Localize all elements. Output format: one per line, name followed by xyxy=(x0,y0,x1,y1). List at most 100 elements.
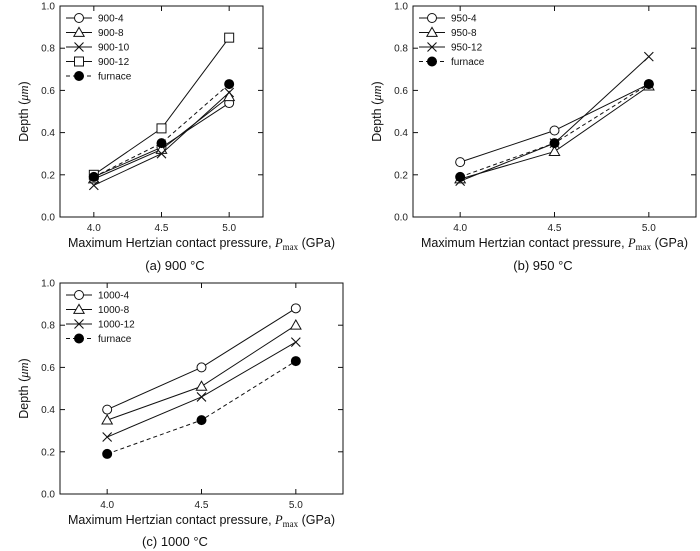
legend-marker xyxy=(72,26,86,37)
y-tick-label: 0.2 xyxy=(41,447,55,458)
series-900-10 xyxy=(88,87,235,191)
data-point xyxy=(290,337,301,347)
data-point xyxy=(156,148,167,159)
x-tick-label: 4.0 xyxy=(87,223,101,234)
data-point xyxy=(455,171,466,182)
legend-label: 950-8 xyxy=(451,28,477,39)
chart-panel-b: 0.0 0.2 0.4 0.6 0.8 1.0 4.0 4.5 5.0 Depth (μm) Max… xyxy=(370,2,697,273)
legend-marker xyxy=(74,56,84,67)
x-axis-label: Maximum Hertzian contact pressure, Pmax … xyxy=(421,236,688,252)
legend-label: 1000-4 xyxy=(98,291,130,302)
y-tick-label: 1.0 xyxy=(394,2,408,13)
legend-marker xyxy=(74,319,84,329)
series-furnace xyxy=(88,79,235,182)
y-tick-label: 1.0 xyxy=(41,2,55,13)
y-tick-label: 0.2 xyxy=(394,170,408,181)
legend-label: furnace xyxy=(98,72,132,83)
y-tick-label: 0.4 xyxy=(41,405,55,416)
data-point xyxy=(549,125,560,136)
legend-marker xyxy=(74,71,84,81)
legend: 950-4 950-8 950-12 furnace xyxy=(419,13,485,68)
data-point xyxy=(224,32,235,43)
data-point xyxy=(290,356,301,367)
data-point xyxy=(455,157,466,168)
y-tick-label: 0.8 xyxy=(41,44,55,55)
y-tick-label: 0.0 xyxy=(41,490,55,501)
legend: 900-4 900-8 900-10 900-12 furnace xyxy=(66,13,132,83)
legend-marker xyxy=(427,13,437,23)
y-tick-label: 0.2 xyxy=(41,170,55,181)
data-point xyxy=(88,171,99,182)
series-line xyxy=(93,83,230,178)
x-tick-label: 4.5 xyxy=(195,500,209,511)
panel-caption: (b) 950 °C xyxy=(513,258,572,273)
legend-marker xyxy=(72,303,86,314)
y-tick-label: 0.4 xyxy=(41,128,55,139)
y-tick-label: 1.0 xyxy=(41,279,55,290)
series-950-12 xyxy=(455,51,654,187)
data-point xyxy=(156,138,167,149)
series-furnace xyxy=(455,79,654,182)
legend-label: 950-12 xyxy=(451,43,483,54)
legend-label: 900-10 xyxy=(98,43,130,54)
legend-marker xyxy=(74,13,84,23)
legend-label: 1000-12 xyxy=(98,320,135,331)
legend-label: 900-8 xyxy=(98,28,124,39)
panel-caption: (a) 900 °C xyxy=(145,258,204,273)
data-point xyxy=(289,319,302,330)
panel-caption: (c) 1000 °C xyxy=(142,534,208,549)
legend-marker xyxy=(74,333,84,344)
data-point xyxy=(224,79,235,90)
legend-marker xyxy=(74,42,84,52)
data-point xyxy=(643,51,654,62)
data-point xyxy=(88,180,99,191)
series-line xyxy=(106,360,297,455)
x-tick-label: 5.0 xyxy=(642,223,656,234)
legend-marker xyxy=(74,290,84,300)
data-point xyxy=(548,145,561,156)
legend-label: 950-4 xyxy=(451,14,477,25)
y-tick-label: 0.4 xyxy=(394,128,408,139)
x-axis-label: Maximum Hertzian contact pressure, Pmax … xyxy=(68,513,335,529)
data-point xyxy=(102,432,113,442)
legend-marker xyxy=(427,56,437,67)
series-900-12 xyxy=(88,32,235,180)
series-1000-12 xyxy=(102,337,301,442)
x-tick-label: 4.0 xyxy=(453,223,467,234)
y-axis-label: Depth (μm) xyxy=(17,358,31,418)
y-axis-label: Depth (μm) xyxy=(17,81,31,141)
x-tick-label: 4.5 xyxy=(548,223,562,234)
x-tick-label: 5.0 xyxy=(222,223,236,234)
data-point xyxy=(156,123,167,134)
legend-label: furnace xyxy=(451,57,485,68)
chart-panel-a: 0.0 0.2 0.4 0.6 0.8 1.0 4.0 4.5 5.0 Depth (μm) Max… xyxy=(17,2,335,274)
data-point xyxy=(223,90,236,102)
x-tick-label: 5.0 xyxy=(289,500,303,511)
x-tick-label: 4.5 xyxy=(155,223,169,234)
series-line xyxy=(106,324,297,421)
y-tick-label: 0.6 xyxy=(41,86,55,97)
data-point xyxy=(195,380,208,391)
data-point xyxy=(224,87,235,98)
y-tick-label: 0.6 xyxy=(394,86,408,97)
data-point xyxy=(290,303,301,314)
data-point xyxy=(196,415,207,426)
data-point xyxy=(196,362,207,373)
data-point xyxy=(196,392,207,402)
y-tick-label: 0.6 xyxy=(41,363,55,374)
y-axis-label: Depth (μm) xyxy=(370,81,384,141)
y-tick-label: 0.8 xyxy=(41,321,55,332)
data-point xyxy=(102,404,113,415)
legend-label: 900-4 xyxy=(98,14,124,25)
data-point xyxy=(643,79,654,90)
legend-label: 1000-8 xyxy=(98,305,130,316)
data-point xyxy=(102,448,113,459)
data-point xyxy=(549,138,560,149)
series-1000-8 xyxy=(101,319,302,425)
legend-label: 900-12 xyxy=(98,57,130,68)
legend-label: furnace xyxy=(98,334,132,345)
chart-panel-c: 0.0 0.2 0.4 0.6 0.8 1.0 4.0 4.5 5.0 Depth (μm) Max… xyxy=(17,279,344,549)
legend-marker xyxy=(425,26,439,37)
x-tick-label: 4.0 xyxy=(100,500,114,511)
